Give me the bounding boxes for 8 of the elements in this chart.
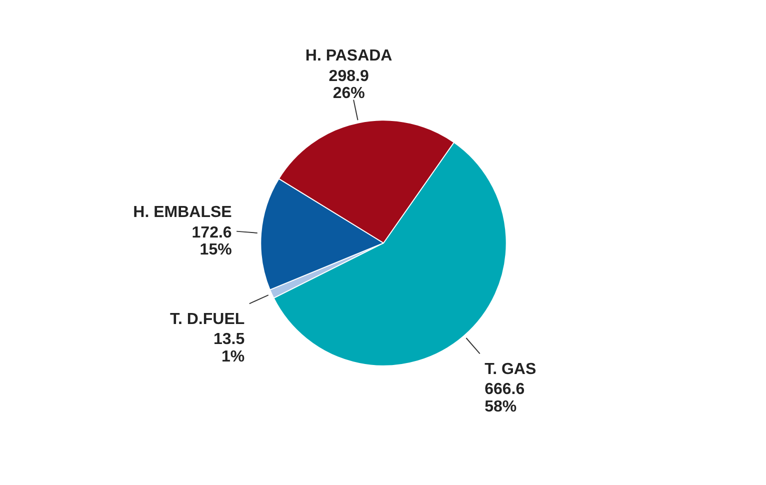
slice-label: H. PASADA	[305, 48, 393, 65]
slice-label: T. D.FUEL	[170, 310, 245, 328]
data-label: 13.5 1%	[213, 331, 245, 366]
data-label: 298.9 26%	[328, 68, 369, 102]
slice-label: T. GAS	[484, 360, 536, 378]
slice-label: H. EMBALSE	[133, 204, 232, 222]
data-label: 666.6 58%	[484, 381, 525, 416]
data-label: 172.6 15%	[192, 224, 232, 259]
